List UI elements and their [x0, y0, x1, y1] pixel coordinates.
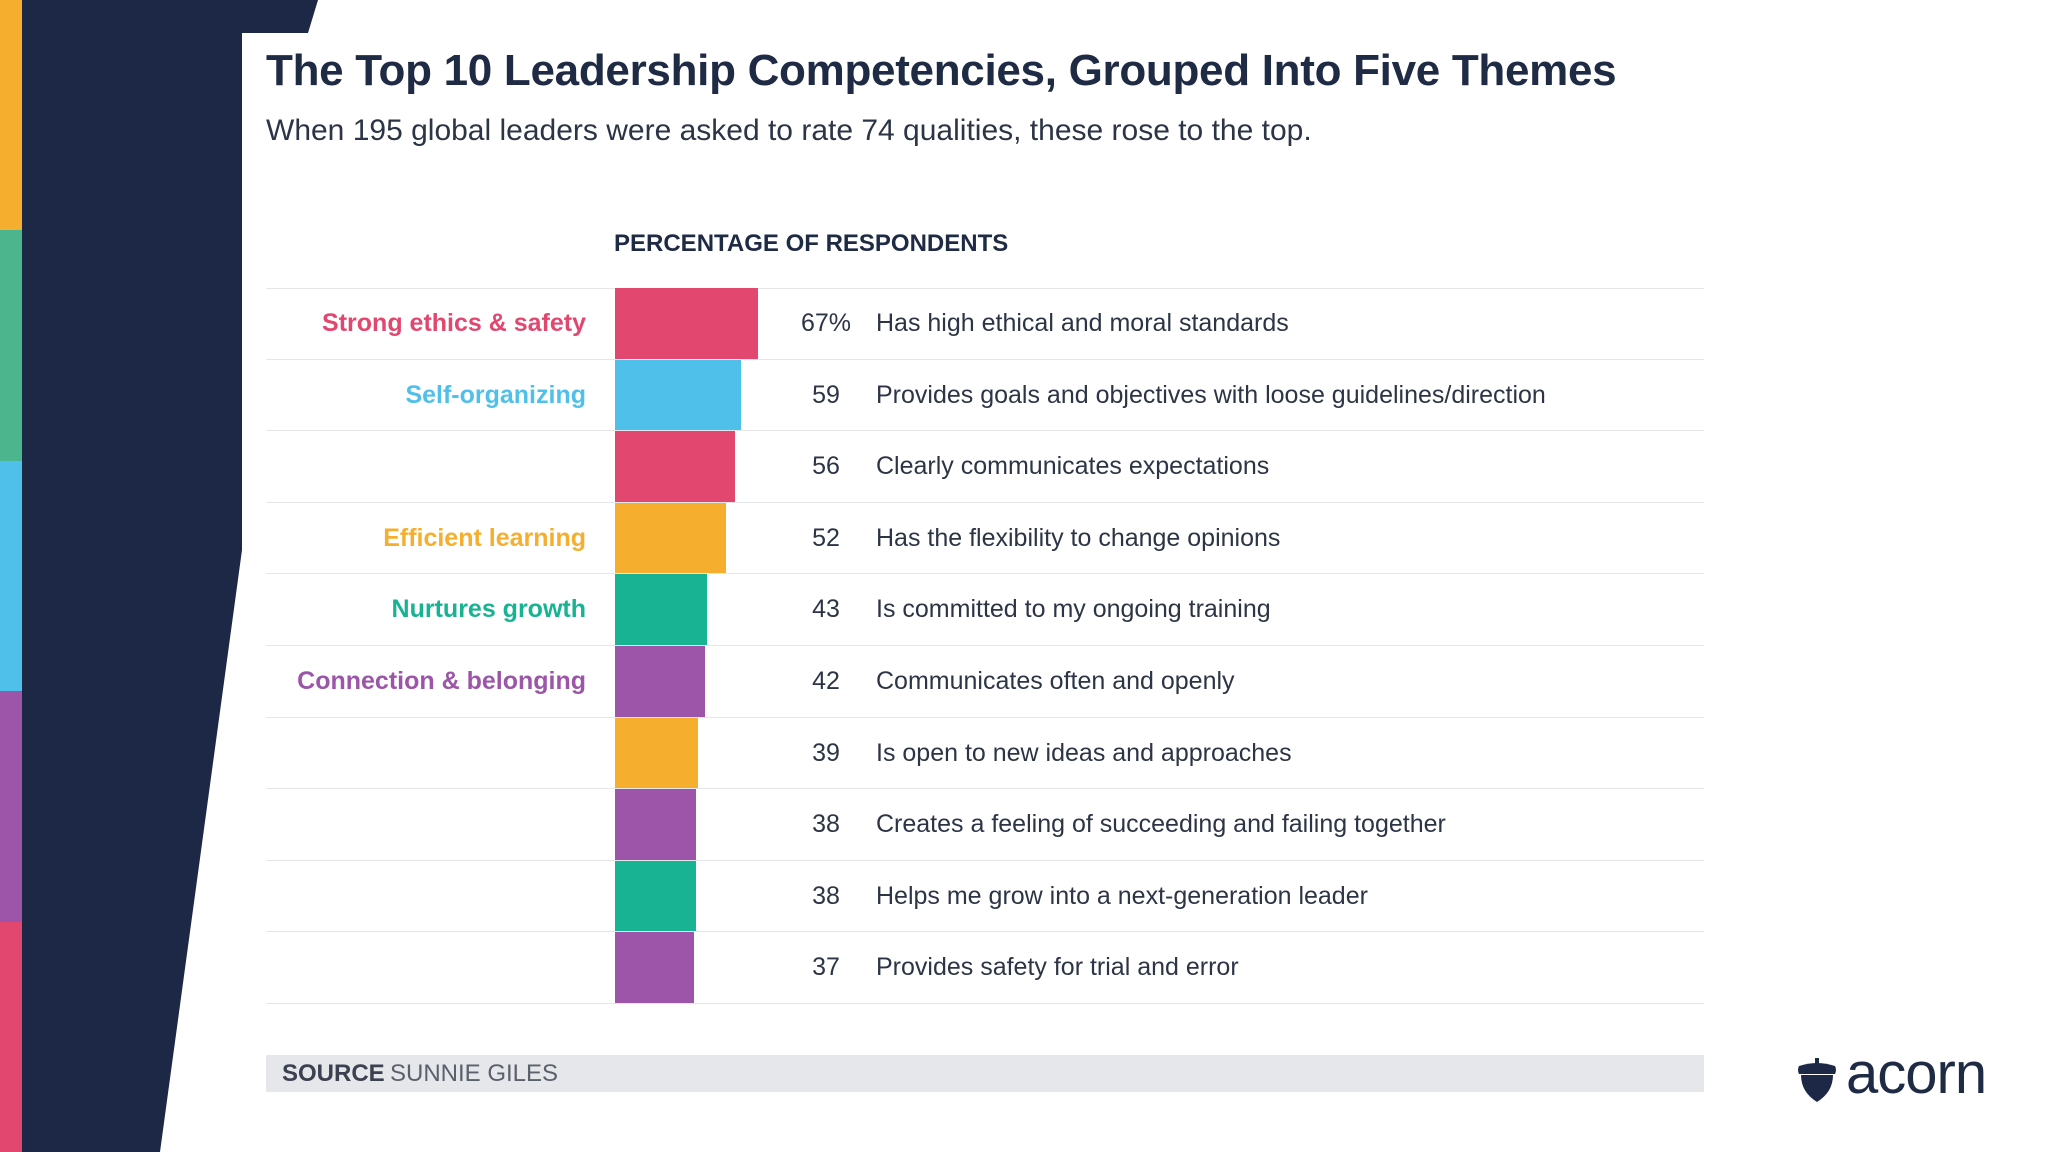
competency-label: Creates a feeling of succeeding and fail…	[876, 810, 1446, 839]
theme-label: Nurtures growth	[391, 595, 586, 624]
chart-card	[242, 33, 1712, 1152]
value-label: 39	[812, 738, 840, 767]
row-divider	[266, 859, 1704, 861]
row-divider	[266, 931, 1704, 933]
row-divider	[266, 501, 1704, 503]
bar	[615, 288, 758, 360]
bar	[615, 717, 699, 790]
bar-chart: Strong ethics & safety 67% Has high ethica…	[266, 288, 1704, 1004]
row-divider	[266, 573, 1704, 575]
chart-row: 38 Creates a feeling of succeeding and fa…	[266, 789, 1704, 861]
navy-panel-shape	[22, 0, 318, 1152]
competency-label: Has the flexibility to change opinions	[876, 523, 1281, 552]
side-stripe	[0, 921, 22, 1152]
side-stripe	[0, 230, 22, 461]
bar	[615, 860, 697, 933]
side-stripe	[0, 460, 22, 692]
competency-label: Clearly communicates expectations	[876, 452, 1270, 481]
bar	[615, 502, 726, 575]
chart-row: Nurtures growth 43 Is committed to my ongo…	[266, 574, 1704, 646]
source-value: SUNNIE GILES	[390, 1060, 559, 1087]
chart-row: 37 Provides safety for trial and error	[266, 932, 1704, 1004]
side-color-stripes	[0, 0, 22, 1152]
chart-row: Connection & belonging 42 Communicates oft…	[266, 646, 1704, 718]
source-bar: SOURCE SUNNIE GILES	[266, 1055, 1704, 1092]
bar	[615, 574, 707, 646]
value-label: 56	[812, 452, 840, 481]
bar	[615, 646, 705, 718]
value-label: 38	[812, 881, 840, 910]
row-divider	[266, 788, 1704, 790]
bar	[615, 359, 741, 432]
value-label: 67%	[800, 309, 852, 337]
bar	[615, 932, 694, 1004]
chart-subtitle: When 195 global leaders were asked to ra…	[266, 114, 1312, 147]
chart-row: 39 Is open to new ideas and approaches	[266, 717, 1704, 790]
theme-label: Efficient learning	[383, 523, 586, 552]
value-label: 43	[812, 595, 840, 624]
bar	[615, 789, 697, 861]
bar	[615, 431, 735, 503]
value-label: 52	[812, 523, 840, 552]
value-label: 59	[812, 380, 840, 409]
side-stripe	[0, 691, 22, 922]
chart-top-rule	[266, 288, 1704, 289]
acorn-icon	[1798, 1058, 1836, 1102]
chart-row: Efficient learning 52 Has the flexibility …	[266, 502, 1704, 575]
brand-name: acorn	[1846, 1041, 1987, 1106]
chart-title: The Top 10 Leadership Competencies, Grou…	[266, 46, 1617, 95]
chart-row: Self-organizing 59 Provides goals and obje…	[266, 359, 1704, 432]
competency-label: Is committed to my ongoing training	[876, 595, 1271, 624]
row-divider	[266, 358, 1704, 360]
column-header: PERCENTAGE OF RESPONDENTS	[614, 230, 1009, 257]
competency-label: Has high ethical and moral standards	[876, 309, 1289, 337]
theme-label: Self-organizing	[405, 380, 586, 409]
value-label: 38	[812, 810, 840, 839]
competency-label: Communicates often and openly	[876, 667, 1235, 695]
chart-row: 38 Helps me grow into a next-generation l…	[266, 860, 1704, 933]
row-divider	[266, 644, 1704, 646]
source-label: SOURCE	[282, 1060, 385, 1087]
value-label: 42	[812, 667, 840, 695]
chart-row: 56 Clearly communicates expectations	[266, 431, 1704, 503]
row-divider	[266, 1002, 1704, 1004]
competency-label: Helps me grow into a next-generation lea…	[876, 881, 1368, 910]
competency-label: Provides goals and objectives with loose…	[876, 380, 1546, 409]
competency-label: Provides safety for trial and error	[876, 953, 1239, 982]
value-label: 37	[812, 953, 840, 982]
row-divider	[266, 430, 1704, 432]
chart-row: Strong ethics & safety 67% Has high ethica…	[266, 288, 1704, 360]
row-divider	[266, 716, 1704, 718]
side-stripe	[0, 0, 22, 231]
competency-label: Is open to new ideas and approaches	[876, 738, 1292, 767]
theme-label: Connection & belonging	[297, 667, 586, 695]
theme-label: Strong ethics & safety	[322, 309, 586, 337]
